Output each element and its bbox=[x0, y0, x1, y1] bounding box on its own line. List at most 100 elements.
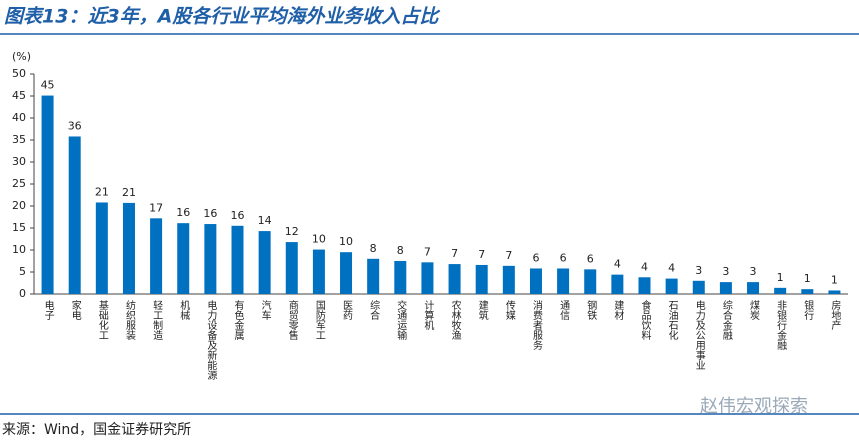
data-label: 16 bbox=[231, 209, 245, 222]
bar bbox=[611, 274, 624, 294]
x-tick-label: 交通运输 bbox=[395, 299, 407, 341]
bar bbox=[801, 289, 814, 294]
bar bbox=[475, 264, 488, 294]
data-label: 45 bbox=[41, 79, 55, 92]
data-label: 1 bbox=[831, 273, 838, 286]
x-tick-label: 钢铁 bbox=[585, 299, 597, 321]
bar bbox=[258, 231, 271, 294]
data-label: 17 bbox=[149, 201, 163, 214]
y-tick-label: 45 bbox=[12, 89, 26, 102]
x-tick-label: 纺织服装 bbox=[123, 299, 135, 341]
bar bbox=[502, 265, 515, 294]
y-tick-label: 20 bbox=[12, 199, 26, 212]
y-tick-label: 35 bbox=[12, 133, 26, 146]
x-tick-label: 综合金融 bbox=[720, 299, 732, 341]
x-tick-label: 家电 bbox=[69, 299, 81, 320]
y-tick-label: 50 bbox=[12, 67, 26, 80]
bar bbox=[177, 223, 190, 294]
bar bbox=[448, 264, 461, 294]
bar bbox=[774, 287, 787, 294]
x-tick-label: 非银行金融 bbox=[775, 300, 787, 351]
data-label: 10 bbox=[312, 233, 326, 246]
x-tick-label: 轻工制造 bbox=[151, 299, 163, 340]
x-tick-label: 石油石化 bbox=[666, 300, 678, 340]
data-label: 8 bbox=[370, 242, 377, 255]
bar bbox=[747, 282, 760, 294]
x-tick-label: 计算机 bbox=[422, 299, 434, 331]
bar bbox=[584, 269, 597, 294]
bar bbox=[638, 277, 651, 294]
x-tick-label: 建材 bbox=[612, 299, 624, 320]
bar bbox=[828, 290, 841, 294]
bar bbox=[122, 202, 135, 294]
x-tick-label: 房地产 bbox=[829, 299, 841, 331]
y-axis-unit: (%) bbox=[12, 50, 31, 63]
y-tick-label: 5 bbox=[19, 265, 26, 278]
data-label: 8 bbox=[397, 244, 404, 257]
data-label: 3 bbox=[722, 265, 729, 278]
data-label: 21 bbox=[95, 185, 109, 198]
y-tick-label: 40 bbox=[12, 111, 26, 124]
data-label: 12 bbox=[285, 225, 299, 238]
data-label: 3 bbox=[750, 265, 757, 278]
bar bbox=[285, 242, 298, 294]
x-tick-label: 消费者服务 bbox=[530, 299, 542, 351]
data-label: 16 bbox=[203, 207, 217, 220]
bar bbox=[692, 280, 705, 294]
bar bbox=[665, 278, 678, 294]
x-tick-label: 电子 bbox=[42, 299, 54, 320]
bar bbox=[312, 249, 325, 294]
x-tick-label: 机械 bbox=[178, 299, 190, 321]
data-label: 1 bbox=[804, 272, 811, 285]
bar bbox=[557, 268, 570, 294]
y-tick-label: 25 bbox=[12, 177, 26, 190]
x-tick-label: 煤炭 bbox=[748, 299, 760, 321]
bar bbox=[150, 218, 163, 294]
data-label: 7 bbox=[478, 248, 485, 261]
x-tick-label: 农林牧渔 bbox=[449, 299, 461, 341]
data-label: 6 bbox=[532, 251, 539, 264]
bar bbox=[68, 136, 81, 294]
data-label: 16 bbox=[176, 206, 190, 219]
data-label: 7 bbox=[424, 245, 431, 258]
y-tick-label: 0 bbox=[19, 287, 26, 300]
bar bbox=[340, 252, 353, 294]
bar bbox=[421, 262, 434, 294]
x-tick-label: 有色金属 bbox=[232, 299, 244, 341]
x-tick-label: 医药 bbox=[341, 300, 353, 321]
data-label: 36 bbox=[68, 119, 82, 132]
data-label: 3 bbox=[695, 264, 702, 277]
x-tick-label: 汽车 bbox=[259, 299, 271, 321]
bar bbox=[394, 261, 407, 294]
data-label: 4 bbox=[641, 260, 648, 273]
x-tick-label: 银行 bbox=[802, 299, 814, 321]
watermark: 赵伟宏观探索 bbox=[700, 396, 808, 417]
data-label: 21 bbox=[122, 186, 136, 199]
data-label: 6 bbox=[560, 251, 567, 264]
data-label: 7 bbox=[505, 249, 512, 262]
x-tick-label: 电力及公用事业 bbox=[693, 299, 705, 370]
bar bbox=[95, 202, 108, 294]
chart-title: 图表13：近3年，A股各行业平均海外业务收入占比 bbox=[4, 6, 440, 28]
data-label: 4 bbox=[614, 258, 621, 271]
data-label: 14 bbox=[258, 214, 272, 227]
data-label: 10 bbox=[339, 235, 353, 248]
y-tick-label: 30 bbox=[12, 155, 26, 168]
x-tick-label: 商贸零售 bbox=[286, 299, 298, 341]
bar bbox=[529, 268, 542, 294]
x-tick-label: 综合 bbox=[368, 299, 380, 321]
source: 来源：Wind，国金证券研究所 bbox=[2, 422, 191, 438]
x-tick-label: 通信 bbox=[558, 300, 570, 321]
bar bbox=[231, 225, 244, 294]
x-tick-label: 建筑 bbox=[476, 299, 488, 320]
data-label: 7 bbox=[451, 247, 458, 260]
x-tick-label: 基础化工 bbox=[96, 299, 108, 340]
bar bbox=[41, 95, 54, 294]
bar bbox=[204, 224, 217, 294]
data-label: 6 bbox=[587, 252, 594, 265]
data-label: 4 bbox=[668, 262, 675, 275]
bar bbox=[367, 258, 380, 294]
x-tick-label: 电力设备及新能源 bbox=[205, 299, 217, 381]
y-tick-label: 15 bbox=[12, 221, 26, 234]
